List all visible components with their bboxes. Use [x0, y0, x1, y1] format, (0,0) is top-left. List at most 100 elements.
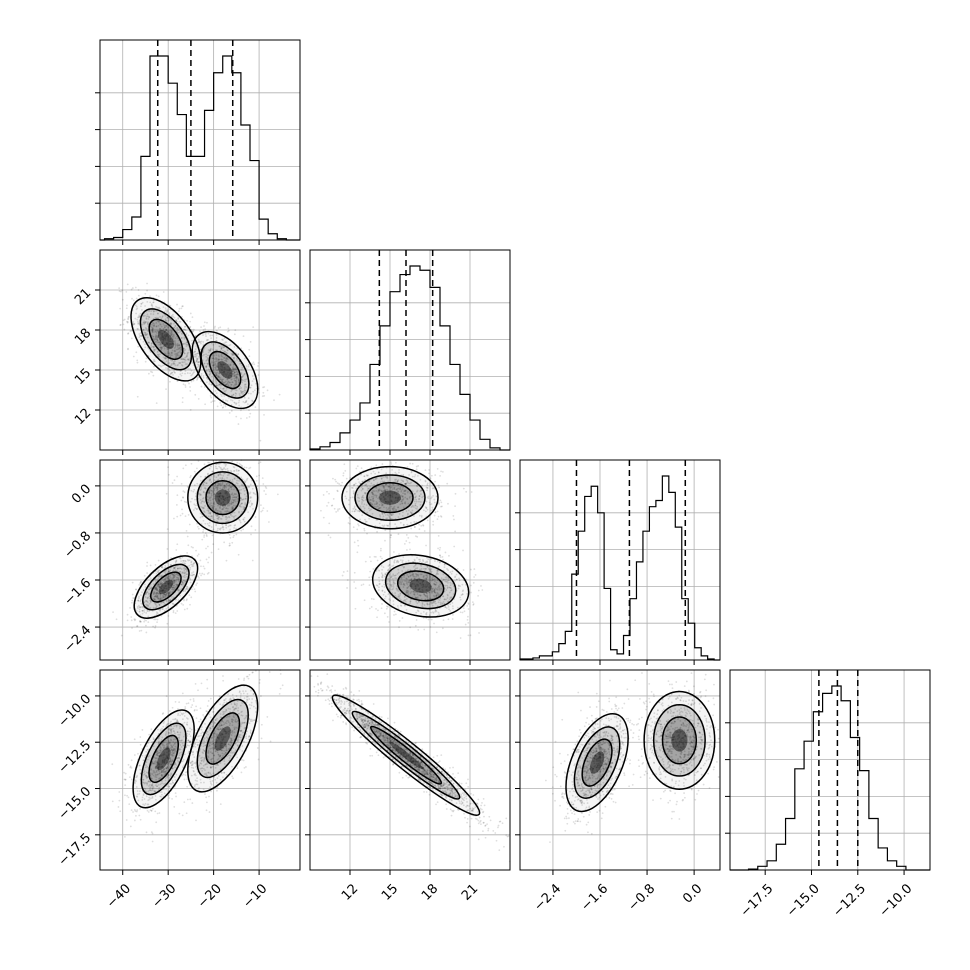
panel-frame	[519, 459, 721, 661]
density-core	[389, 741, 423, 769]
histogram-step	[519, 475, 720, 661]
panel-frame	[309, 459, 511, 661]
y-ticks-0-3: −17.5 −15.0 −12.5 −10.0	[56, 692, 100, 870]
y-tick-label: −12.5	[56, 738, 95, 777]
x-tick-label: −1.6	[578, 881, 611, 914]
x-tick-label: 21	[459, 881, 481, 903]
contour-level	[341, 465, 439, 530]
y-tick-label: −0.8	[61, 529, 94, 562]
x-ticks-1-3: 12 15 18 21	[339, 870, 481, 904]
density-core	[409, 578, 432, 593]
contour-level	[148, 318, 184, 361]
histogram-step	[730, 685, 930, 871]
y-ticks-1-3	[305, 695, 310, 836]
histogram-panel-3	[725, 669, 931, 871]
contour-level	[581, 738, 613, 787]
contour-level	[140, 722, 187, 796]
contour-level	[369, 725, 443, 785]
contour-level	[366, 482, 414, 514]
x-ticks-2-2	[552, 660, 695, 665]
y-tick-label: −1.6	[61, 576, 94, 609]
scatter-panel-2	[309, 459, 511, 661]
contour-level	[150, 571, 182, 603]
contour-level	[142, 563, 190, 611]
y-tick-label: −15.0	[56, 784, 95, 823]
scatter-panel-1	[99, 459, 301, 661]
scatter-panel-0	[99, 249, 301, 451]
density-core	[156, 747, 171, 771]
y-tick-label: −17.5	[56, 831, 95, 870]
x-ticks-0-2	[122, 660, 260, 665]
histogram-panel-0	[95, 39, 301, 241]
x-tick-label: −20	[195, 881, 225, 911]
contour-level	[187, 684, 259, 793]
contour-level	[565, 712, 629, 813]
contour-level	[132, 709, 195, 809]
y-tick-label: 15	[72, 366, 94, 388]
y-ticks-1-2	[305, 485, 310, 628]
panel-frame	[99, 669, 301, 871]
density-core	[158, 579, 174, 595]
contour-level	[133, 555, 199, 619]
contour-level	[205, 712, 241, 765]
density-core	[671, 729, 688, 752]
contour-level	[354, 474, 426, 522]
density-core	[157, 329, 174, 349]
contour-level	[652, 703, 706, 777]
x-tick-label: 12	[339, 881, 361, 903]
x-tick-label: −2.4	[531, 881, 564, 914]
x-ticks-3-3: −17.5 −15.0 −12.5 −10.0	[738, 870, 916, 920]
x-ticks-1-2	[349, 660, 471, 665]
histogram-step	[100, 55, 300, 241]
x-ticks-2-3: −2.4 −1.6 −0.8 0.0	[531, 870, 705, 914]
x-ticks-1-1	[349, 450, 471, 455]
contour-level	[187, 461, 259, 534]
contour-level	[573, 726, 621, 799]
scatter-panel-5	[519, 669, 721, 871]
histogram-step	[309, 265, 510, 451]
x-tick-label: 15	[379, 881, 401, 903]
contour-level	[208, 350, 242, 390]
contour-level	[196, 698, 249, 779]
scatter-panel-3	[99, 669, 301, 871]
y-tick-label: 18	[72, 326, 94, 348]
x-tick-label: 0.0	[680, 881, 705, 906]
y-ticks-0-2: −2.4 −1.6 −0.8 0.0	[61, 482, 100, 656]
y-tick-label: 0.0	[69, 482, 94, 507]
contour-level	[371, 554, 470, 618]
contour-level	[396, 570, 445, 602]
panel-frame	[99, 39, 301, 241]
contour-level	[191, 330, 259, 410]
density-core	[379, 490, 401, 505]
x-tick-label: −10	[240, 881, 270, 911]
x-tick-label: −10.0	[877, 881, 916, 920]
contour-level	[196, 471, 249, 525]
contour-level	[139, 308, 193, 371]
x-tick-label: −17.5	[738, 881, 777, 920]
contour-level	[351, 710, 461, 800]
x-tick-label: 18	[419, 881, 441, 903]
histogram-panel-2	[515, 459, 721, 661]
contour-level	[661, 716, 698, 765]
x-tick-label: −30	[149, 881, 179, 911]
y-tick-label: 12	[72, 406, 94, 428]
contour-level	[130, 296, 202, 382]
y-tick-label: 21	[72, 286, 94, 308]
y-ticks-2-3	[515, 695, 520, 836]
density-core	[214, 489, 231, 506]
panel-frame	[309, 669, 511, 871]
scatter-panel-4	[309, 669, 511, 871]
x-ticks-0-3: −40 −30 −20 −10	[104, 870, 270, 911]
y-tick-label: −10.0	[56, 692, 95, 731]
panel-frame	[729, 669, 931, 871]
x-ticks-0-0	[122, 240, 260, 245]
x-tick-label: −0.8	[625, 881, 658, 914]
panel-frame	[99, 249, 301, 451]
y-tick-label: −2.4	[61, 623, 94, 656]
density-core	[214, 726, 231, 751]
x-tick-label: −15.0	[784, 881, 823, 920]
contour-level	[148, 734, 180, 784]
x-ticks-0-1	[122, 450, 260, 455]
panel-frame	[309, 249, 511, 451]
